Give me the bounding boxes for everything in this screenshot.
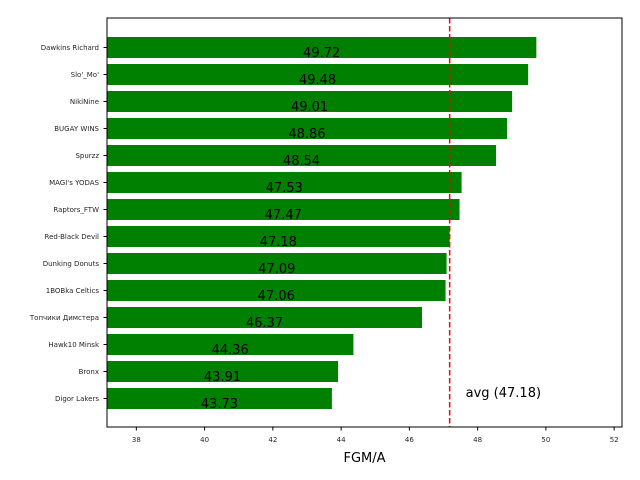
bar-value-label: 49.48 xyxy=(299,73,336,88)
y-tick-label: Raptors_FTW xyxy=(53,206,99,214)
bar-value-label: 43.73 xyxy=(201,397,238,412)
bar-value-label: 46.37 xyxy=(246,316,283,331)
bar xyxy=(107,226,450,247)
bar xyxy=(107,64,529,85)
bar xyxy=(107,307,423,328)
bar xyxy=(107,172,462,193)
bar-value-label: 49.01 xyxy=(291,100,328,115)
y-tick-label: NikiNine xyxy=(70,98,99,106)
bar-value-label: 47.18 xyxy=(260,235,297,250)
bar xyxy=(107,253,447,274)
bar-value-label: 47.06 xyxy=(258,289,295,304)
y-tick-label: 1BOBka Celtics xyxy=(46,287,100,295)
bar xyxy=(107,334,354,355)
bar-value-label: 47.09 xyxy=(258,262,295,277)
y-tick-label: Slo'_Mo' xyxy=(71,71,99,79)
y-tick-label: Dawkins Richard xyxy=(41,44,99,52)
average-label: avg (47.18) xyxy=(466,386,541,401)
bar xyxy=(107,388,332,409)
bar-value-label: 49.72 xyxy=(303,46,340,61)
bar xyxy=(107,118,507,139)
bar-value-label: 43.91 xyxy=(204,370,241,385)
x-axis-label: FGM/A xyxy=(343,451,385,466)
y-axis-ticks: Dawkins Richard Slo'_Mo' NikiNine BUGAY WIN… xyxy=(29,44,107,403)
x-tick-label: 52 xyxy=(610,436,619,444)
bar-value-label: 44.36 xyxy=(212,343,249,358)
x-tick-label: 48 xyxy=(473,436,482,444)
y-tick-label: Bronx xyxy=(79,368,99,376)
y-tick-label: Red-Black Devil xyxy=(45,233,100,241)
bar xyxy=(107,145,497,166)
bar-value-labels: 49.72 49.48 49.01 48.86 48.54 47.53 47.47 47.18… xyxy=(201,46,340,412)
bar xyxy=(107,280,446,301)
y-tick-label: Топчики Димстера xyxy=(29,314,99,322)
x-tick-label: 44 xyxy=(337,436,346,444)
bar-value-label: 48.86 xyxy=(288,127,325,142)
bar-value-label: 47.47 xyxy=(265,208,302,223)
bar xyxy=(107,37,537,58)
y-tick-label: Dunking Donuts xyxy=(43,260,100,268)
x-tick-label: 46 xyxy=(405,436,414,444)
y-tick-label: BUGAY WINS xyxy=(54,125,99,133)
x-tick-label: 50 xyxy=(541,436,550,444)
x-tick-label: 40 xyxy=(200,436,209,444)
y-tick-label: Spurzz xyxy=(75,152,99,160)
y-tick-label: Hawk10 Minsk xyxy=(48,341,100,349)
bar xyxy=(107,361,339,382)
x-tick-label: 42 xyxy=(268,436,277,444)
bar-value-label: 47.53 xyxy=(266,181,303,196)
plot-frame xyxy=(106,17,623,428)
x-axis-ticks: 38 40 42 44 46 48 50 52 xyxy=(132,427,619,444)
bar xyxy=(107,91,513,112)
bar xyxy=(107,199,460,220)
y-tick-label: Digor Lakers xyxy=(55,395,99,403)
y-tick-label: MAGI's YODAS xyxy=(49,179,99,187)
bar-value-label: 48.54 xyxy=(283,154,320,169)
bars-group xyxy=(107,37,537,409)
x-tick-label: 38 xyxy=(132,436,141,444)
